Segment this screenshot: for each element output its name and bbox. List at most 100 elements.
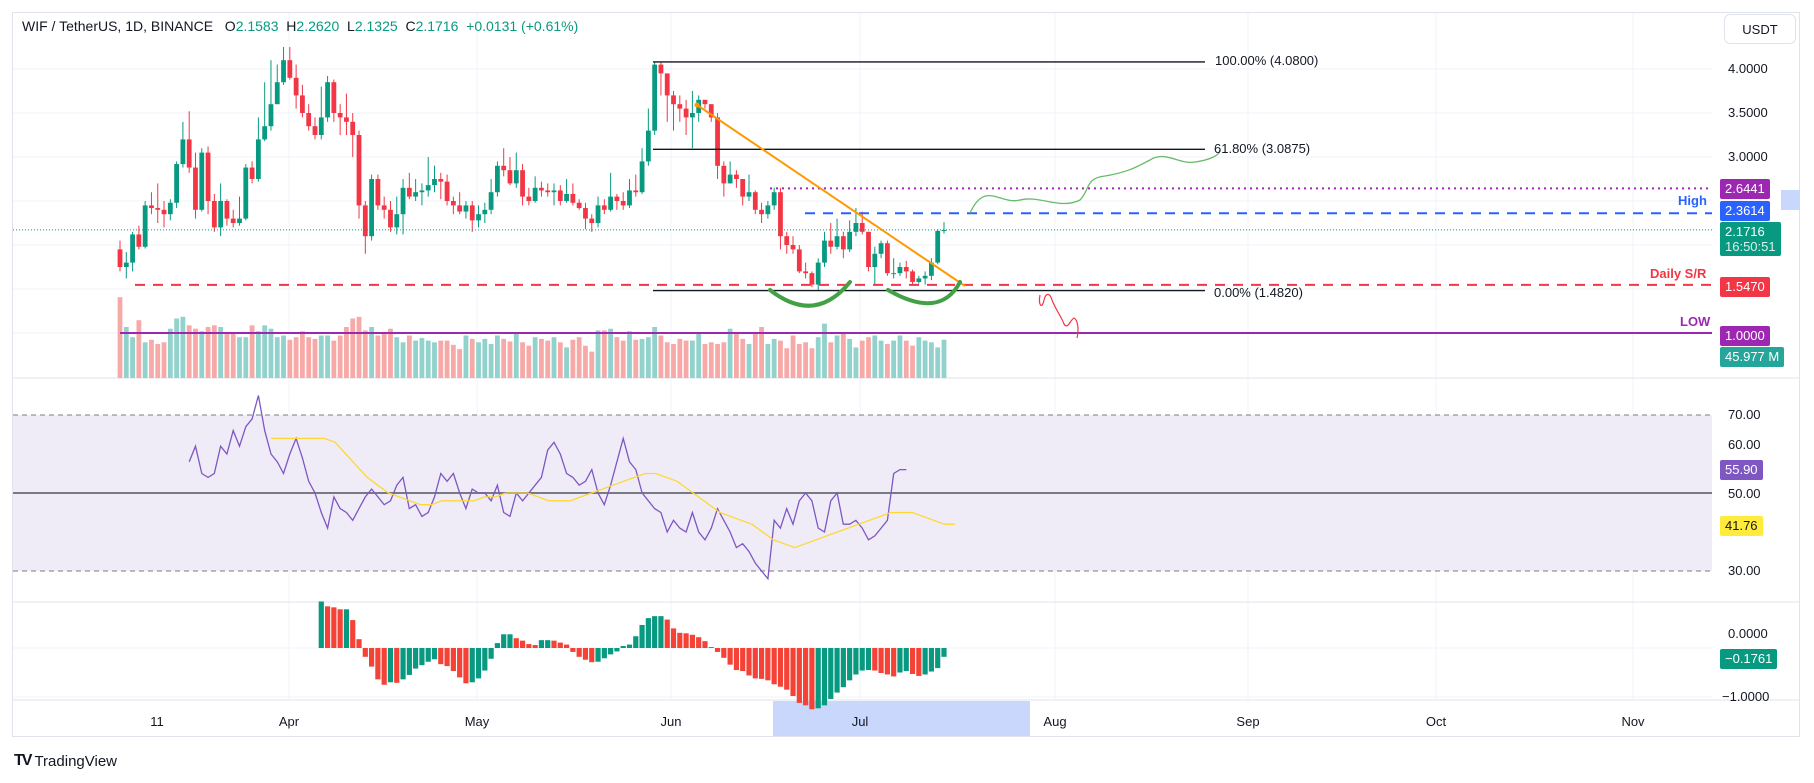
candle-body	[828, 240, 834, 247]
volume-bar	[205, 327, 211, 378]
candle-body	[287, 60, 293, 78]
double-bottom-right-arc	[886, 280, 962, 306]
ao-bar	[891, 648, 897, 677]
volume-bar	[664, 342, 670, 378]
candle-body	[438, 179, 444, 182]
volume-bar	[884, 344, 890, 378]
volume-bar	[513, 333, 519, 378]
volume-bar	[683, 340, 689, 378]
ao-bar	[652, 616, 658, 648]
candle-body	[262, 126, 268, 140]
ao-bar	[501, 634, 507, 648]
ao-bar	[677, 632, 683, 648]
candle-body	[400, 187, 406, 215]
volume-bar	[482, 338, 488, 378]
tradingview-logo-icon: TV	[14, 752, 33, 769]
candle-body	[765, 205, 771, 215]
ao-bar	[771, 648, 777, 685]
volume-bar	[878, 340, 884, 378]
candle-body	[218, 201, 224, 228]
candle-body	[369, 179, 374, 237]
ao-bar	[601, 648, 607, 659]
candle-body	[853, 223, 859, 232]
volume-bar	[583, 345, 588, 378]
candle-body	[501, 165, 507, 171]
volume-bar	[457, 349, 463, 378]
candle-body	[727, 174, 733, 184]
volume-bar	[186, 325, 192, 378]
volume-bar	[677, 338, 683, 378]
volume-bar	[400, 342, 406, 378]
volume-bar	[545, 340, 551, 378]
candle-body	[149, 205, 154, 209]
volume-bar	[639, 338, 645, 378]
volume-bar	[627, 331, 632, 378]
ao-bar	[865, 648, 872, 671]
volume-bar	[828, 342, 834, 378]
ao-bar	[318, 601, 324, 648]
ao-bar	[664, 619, 670, 648]
volume-bar	[557, 342, 563, 378]
candle-body	[180, 139, 186, 165]
ao-bar	[538, 640, 545, 648]
volume-bar	[394, 337, 400, 378]
candle-body	[520, 170, 525, 197]
candle-body	[539, 187, 544, 191]
candle-body	[413, 192, 419, 197]
volume-bar	[425, 340, 431, 378]
price-range-highlight	[1781, 190, 1800, 210]
candle-body	[312, 126, 318, 135]
candle-body	[922, 275, 928, 279]
ao-bar	[872, 648, 878, 671]
candle-body	[325, 82, 330, 118]
low-value: 2.1325	[354, 18, 398, 34]
volume-bar	[262, 325, 268, 378]
volume-bar	[381, 333, 387, 378]
currency-button[interactable]: USDT	[1724, 14, 1796, 44]
rsi-ma-value-tag: 41.76	[1720, 516, 1763, 536]
ao-bar	[337, 609, 343, 648]
candle-body	[545, 190, 551, 193]
ao-bar	[708, 647, 714, 648]
volume-bar	[532, 337, 538, 378]
ao-bar	[658, 616, 664, 648]
symbol-title[interactable]: WIF / TetherUS, 1D, BINANCE	[22, 18, 214, 34]
candle-body	[658, 64, 664, 74]
volume-bar	[671, 344, 676, 378]
ao-bar	[884, 648, 890, 675]
volume-bar	[608, 328, 614, 378]
ao-bar	[614, 648, 620, 652]
ao-bar	[740, 648, 746, 672]
ao-bar	[494, 643, 500, 648]
volume-bar	[469, 338, 475, 378]
ao-bar	[746, 648, 752, 676]
fib-618-label: 61.80% (3.0875)	[1214, 141, 1311, 156]
volume-bar	[130, 337, 135, 378]
ao-bar	[897, 648, 903, 673]
volume-bar	[658, 335, 664, 378]
fib-100-label: 100.00% (4.0800)	[1215, 53, 1319, 68]
volume-bar	[740, 338, 746, 378]
volume-bar	[752, 332, 758, 378]
high-value: 2.2620	[296, 18, 340, 34]
candle-body	[916, 278, 922, 282]
last-price-tag: 2.1716 16:50:51	[1720, 222, 1781, 256]
target-price-tag: 2.6441	[1720, 179, 1770, 199]
tradingview-brand[interactable]: TV TradingView	[14, 752, 117, 770]
candle-body	[935, 230, 941, 263]
candle-body	[507, 170, 513, 184]
candle-body	[872, 253, 878, 267]
candle-body	[274, 82, 280, 105]
volume-tag: 45.977 M	[1720, 347, 1785, 367]
ao-bar	[815, 648, 821, 709]
volume-bar	[872, 335, 878, 378]
volume-bar	[595, 330, 601, 378]
ao-bar	[834, 648, 840, 693]
volume-bar	[601, 330, 607, 378]
brand-name: TradingView	[34, 752, 117, 770]
candle-body	[293, 77, 299, 96]
volume-bar	[771, 338, 777, 378]
ao-bar	[670, 628, 677, 648]
candle-body	[117, 249, 123, 267]
